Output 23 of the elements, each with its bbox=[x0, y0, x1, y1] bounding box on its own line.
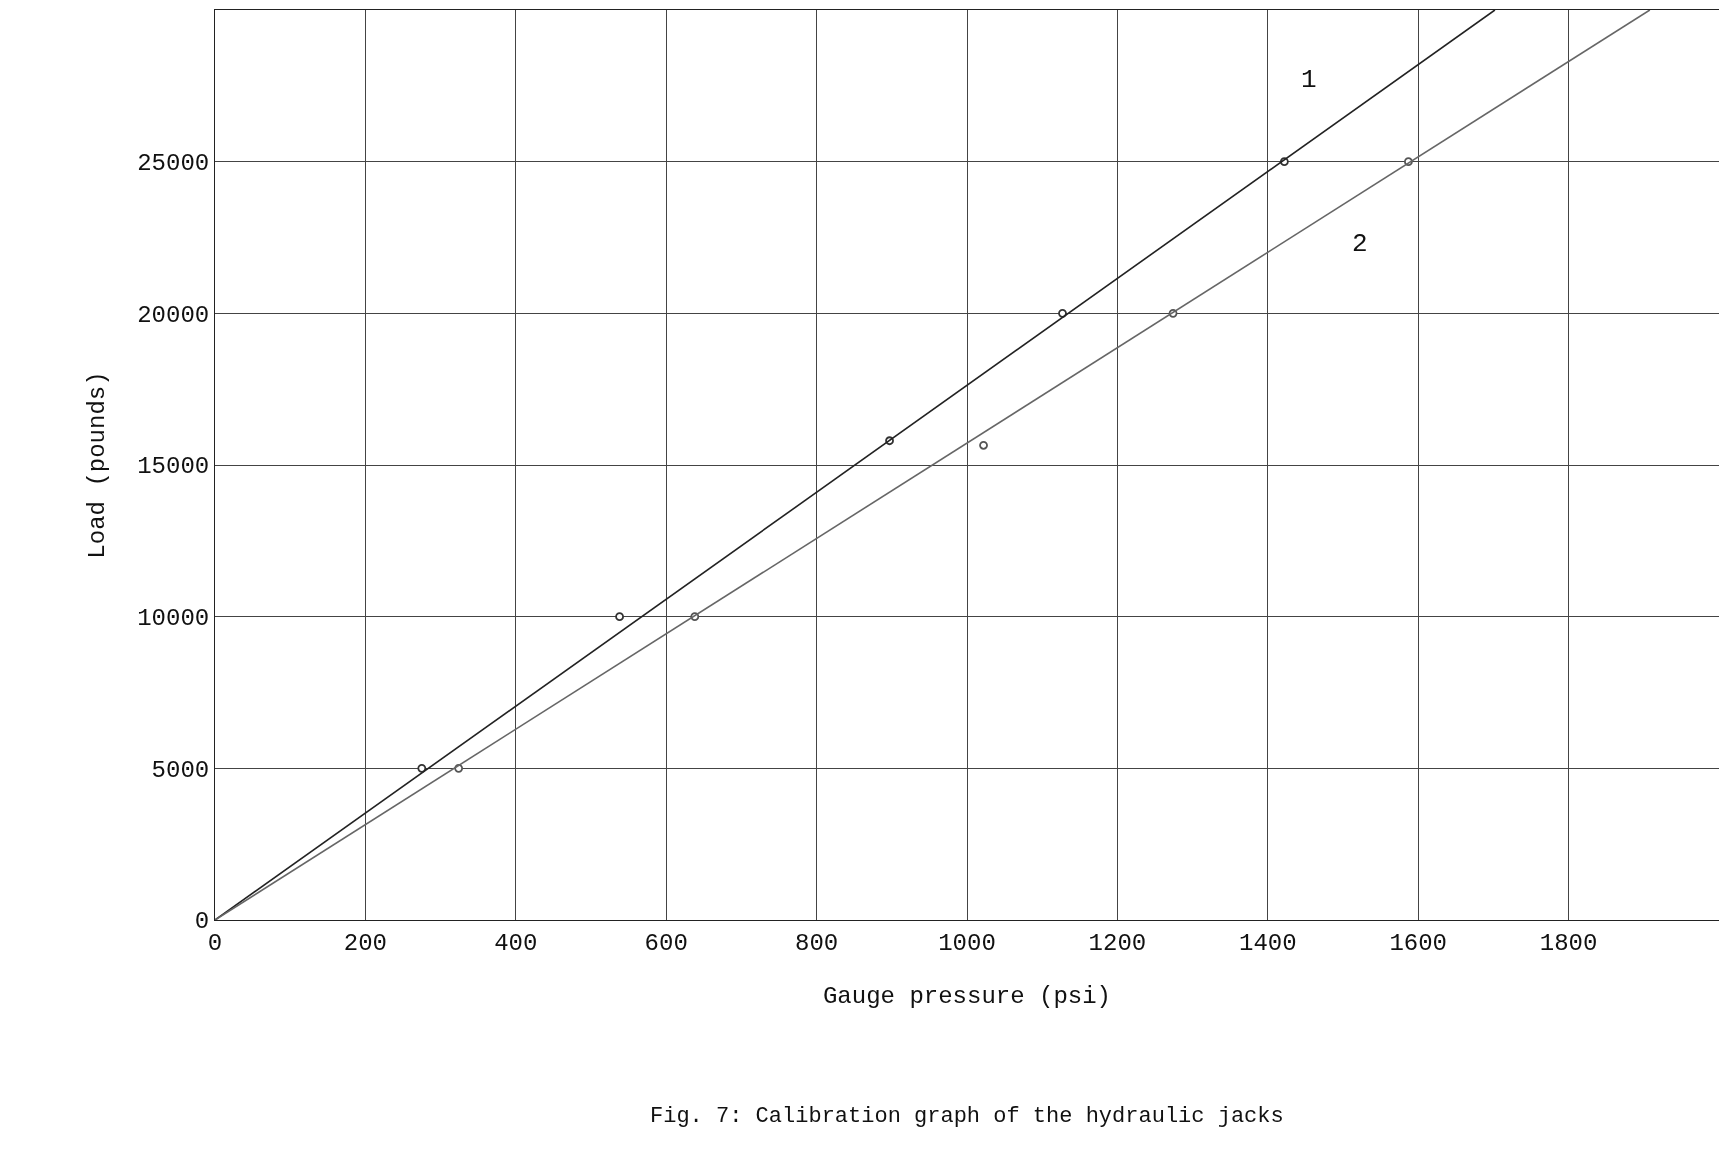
y-tick-label: 10000 bbox=[137, 605, 210, 633]
x-tick-label: 800 bbox=[794, 929, 839, 957]
x-tick-label: 1400 bbox=[1239, 929, 1297, 957]
point bbox=[979, 440, 988, 450]
x-tick-label: 1800 bbox=[1539, 929, 1598, 957]
x-tick-label: 1200 bbox=[1088, 929, 1147, 957]
x-tick-label: 600 bbox=[644, 929, 688, 957]
caption: Fig. 7: Calibration graph of the hydraulic jacks bbox=[650, 1104, 1284, 1129]
y-tick-label: 15000 bbox=[137, 453, 210, 481]
series-label: 2 bbox=[1352, 229, 1368, 259]
y-tick-label: 25000 bbox=[137, 150, 210, 178]
y-tick-label: 20000 bbox=[137, 301, 210, 329]
x-axis-title: Gauge pressure (psi) bbox=[822, 983, 1112, 1011]
point bbox=[615, 612, 624, 622]
point bbox=[417, 763, 427, 773]
x-tick-label: 400 bbox=[494, 929, 538, 957]
y-tick-label: 5000 bbox=[151, 756, 210, 784]
x-tick-label: 1000 bbox=[938, 929, 996, 957]
x-tick-label: 200 bbox=[343, 929, 388, 957]
y-tick-label: 0 bbox=[194, 908, 210, 936]
series-label: 1 bbox=[1301, 65, 1317, 95]
y-axis-title: Load (pounds) bbox=[84, 371, 112, 559]
x-tick-label: 1600 bbox=[1389, 929, 1447, 957]
